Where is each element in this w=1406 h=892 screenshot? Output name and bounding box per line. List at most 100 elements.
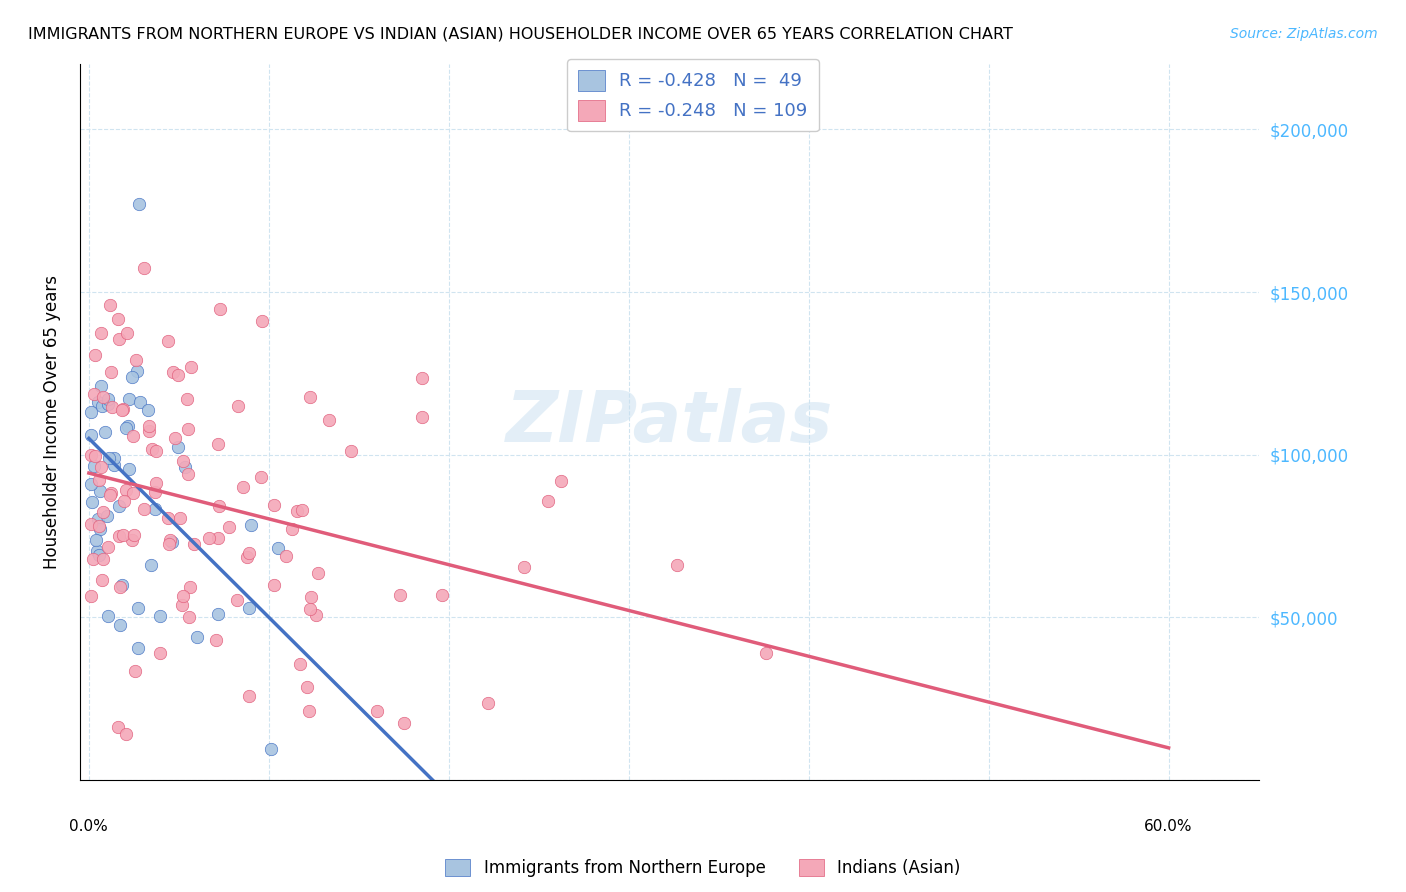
Point <box>86 543 108 558</box>
Point <box>477 697 499 711</box>
Point <box>208 500 231 514</box>
Point <box>180 360 202 375</box>
Text: 0.0%: 0.0% <box>69 819 108 834</box>
Point <box>755 647 778 661</box>
Point <box>172 589 194 603</box>
Point <box>318 413 340 427</box>
Point <box>117 462 139 476</box>
Point <box>84 449 107 463</box>
Point <box>143 485 166 500</box>
Point <box>82 551 104 566</box>
Point <box>295 680 318 694</box>
Point <box>90 326 112 340</box>
Point <box>107 720 129 734</box>
Y-axis label: Householder Income Over 65 years: Householder Income Over 65 years <box>44 275 60 569</box>
Point <box>127 364 149 378</box>
Point <box>141 442 163 457</box>
Point <box>80 589 103 603</box>
Point <box>90 379 112 393</box>
Point <box>666 558 689 572</box>
Point <box>240 518 263 533</box>
Point <box>209 301 232 316</box>
Point <box>167 368 190 382</box>
Point <box>132 501 155 516</box>
Point <box>250 314 273 328</box>
Point <box>177 467 200 482</box>
Point <box>299 591 322 605</box>
Point <box>84 533 107 547</box>
Point <box>127 641 149 656</box>
Point <box>179 580 201 594</box>
Point <box>79 517 101 532</box>
Point <box>118 392 141 407</box>
Point <box>112 494 135 508</box>
Point <box>138 425 160 439</box>
Point <box>89 522 111 536</box>
Point <box>205 633 228 648</box>
Point <box>121 370 143 384</box>
Point <box>159 533 181 547</box>
Point <box>100 486 122 500</box>
Point <box>305 607 328 622</box>
Point <box>80 476 103 491</box>
Point <box>111 578 134 592</box>
Point <box>110 580 132 594</box>
Point <box>238 546 260 560</box>
Point <box>162 365 184 379</box>
Point <box>339 443 361 458</box>
Point <box>121 486 143 500</box>
Point <box>83 348 105 362</box>
Point <box>281 522 304 536</box>
Point <box>366 704 388 718</box>
Point <box>274 549 297 564</box>
Point <box>90 400 112 414</box>
Point <box>96 397 118 411</box>
Legend: R = -0.428   N =  49, R = -0.248   N = 109: R = -0.428 N = 49, R = -0.248 N = 109 <box>567 59 818 131</box>
Point <box>226 400 249 414</box>
Point <box>183 537 205 551</box>
Point <box>218 520 240 534</box>
Point <box>411 410 433 425</box>
Point <box>197 531 219 545</box>
Point <box>172 454 194 468</box>
Point <box>430 588 453 602</box>
Point <box>250 470 273 484</box>
Point <box>121 533 143 547</box>
Point <box>160 535 183 549</box>
Point <box>97 608 120 623</box>
Point <box>87 394 110 409</box>
Point <box>236 549 259 564</box>
Point <box>174 459 197 474</box>
Point <box>91 390 114 404</box>
Point <box>177 422 200 436</box>
Point <box>267 541 290 555</box>
Point <box>124 665 146 679</box>
Point <box>87 512 110 526</box>
Point <box>172 598 194 612</box>
Text: IMMIGRANTS FROM NORTHERN EUROPE VS INDIAN (ASIAN) HOUSEHOLDER INCOME OVER 65 YEA: IMMIGRANTS FROM NORTHERN EUROPE VS INDIA… <box>28 27 1012 42</box>
Point <box>108 617 131 632</box>
Point <box>89 484 111 499</box>
Point <box>108 529 131 543</box>
Point <box>238 689 260 703</box>
Point <box>550 474 572 488</box>
Point <box>103 450 125 465</box>
Text: ZIPatlas: ZIPatlas <box>506 388 832 457</box>
Point <box>145 476 167 491</box>
Point <box>125 353 148 368</box>
Point <box>111 401 134 416</box>
Point <box>238 601 260 615</box>
Point <box>207 531 229 545</box>
Point <box>98 450 121 465</box>
Point <box>163 431 186 445</box>
Point <box>83 459 105 474</box>
Point <box>103 458 125 473</box>
Point <box>512 560 534 574</box>
Point <box>111 402 134 417</box>
Point <box>87 548 110 562</box>
Point <box>82 25 104 39</box>
Point <box>122 528 145 542</box>
Point <box>207 437 229 451</box>
Point <box>143 501 166 516</box>
Point <box>79 405 101 419</box>
